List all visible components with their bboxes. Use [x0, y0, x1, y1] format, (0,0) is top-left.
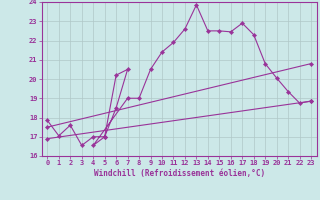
X-axis label: Windchill (Refroidissement éolien,°C): Windchill (Refroidissement éolien,°C): [94, 169, 265, 178]
